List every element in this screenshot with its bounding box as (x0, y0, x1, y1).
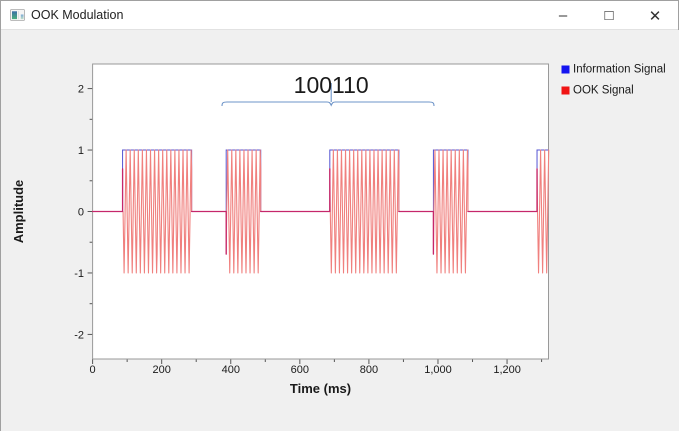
svg-text:600: 600 (291, 364, 309, 376)
svg-text:OOK Signal: OOK Signal (573, 85, 634, 97)
svg-text:1: 1 (78, 145, 84, 157)
svg-text:1,200: 1,200 (493, 364, 521, 376)
svg-text:100110: 100110 (294, 72, 369, 98)
svg-text:200: 200 (153, 364, 171, 376)
svg-text:Amplitude: Amplitude (11, 180, 26, 244)
svg-text:-1: -1 (74, 268, 84, 280)
svg-text:-2: -2 (74, 329, 84, 341)
svg-text:Information Signal: Information Signal (573, 64, 666, 76)
svg-text:400: 400 (222, 364, 240, 376)
svg-text:0: 0 (78, 207, 84, 219)
svg-text:800: 800 (360, 364, 378, 376)
svg-text:2: 2 (78, 84, 84, 96)
svg-text:0: 0 (90, 364, 96, 376)
svg-text:Time (ms): Time (ms) (290, 381, 351, 396)
svg-text:1,000: 1,000 (424, 364, 452, 376)
